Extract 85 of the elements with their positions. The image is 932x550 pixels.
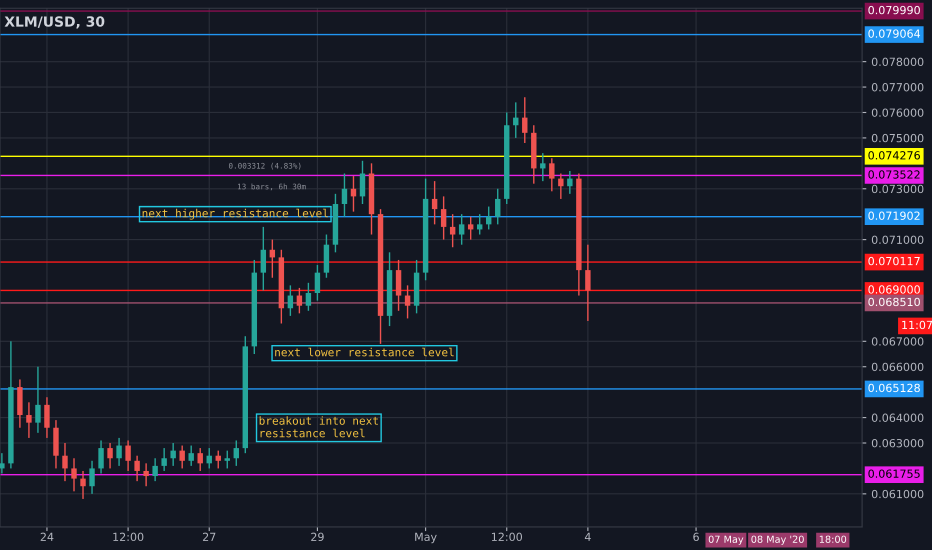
ref-line-label: 0.061755 — [868, 469, 920, 478]
candlestick — [26, 402, 32, 439]
candlestick — [450, 213, 456, 248]
candlestick — [152, 458, 158, 482]
candlestick — [350, 175, 356, 212]
candlestick — [306, 282, 312, 312]
candlestick — [62, 442, 68, 482]
text: 07 May — [708, 536, 744, 545]
y-tick-label: 0.067000 — [872, 337, 924, 346]
text: 08 May '20 — [751, 536, 804, 545]
candlestick — [116, 437, 122, 467]
x-tick-label: 24 — [40, 532, 54, 541]
candlestick — [35, 366, 41, 434]
candlestick — [107, 442, 113, 470]
candlestick — [161, 447, 167, 472]
candlestick — [432, 180, 438, 226]
ref-line-label: 0.074276 — [868, 151, 920, 160]
candlestick — [540, 152, 546, 182]
ref-line-label: 0.069000 — [868, 285, 920, 294]
candlestick — [143, 462, 149, 487]
candlestick — [468, 216, 474, 240]
candlestick — [522, 96, 528, 144]
ref-line-label: 0.079990 — [868, 6, 920, 14]
x-tick-label: 4 — [584, 532, 591, 541]
candlestick — [342, 172, 348, 218]
y-tick-label: 0.075000 — [872, 134, 924, 142]
x-tick-label: May — [415, 532, 437, 544]
candlestick — [179, 444, 185, 470]
y-tick-label: 0.061000 — [872, 490, 924, 498]
text: XLM/USD, 30 — [4, 16, 104, 29]
x-tick-label: 6 — [693, 532, 699, 542]
ref-line-label: 0.079064 — [868, 29, 920, 38]
text: 18:00 — [820, 536, 846, 543]
annotation: next lower resistance level — [275, 348, 454, 356]
candlestick — [71, 458, 77, 492]
candlestick — [44, 396, 50, 439]
x-tick-label: 27 — [202, 532, 216, 541]
candlestick — [80, 470, 86, 500]
candlestick — [495, 188, 500, 226]
candlestick — [404, 284, 410, 320]
candlestick — [440, 196, 446, 240]
candlestick — [486, 206, 492, 230]
candlestick — [360, 160, 366, 205]
candlestick — [234, 440, 239, 467]
y-tick-label: 0.076000 — [872, 108, 924, 117]
candlestick — [216, 450, 221, 470]
x-tick-label: 12:00 — [492, 532, 522, 542]
candlestick — [89, 460, 95, 495]
x-tick-label: 29 — [311, 532, 324, 542]
y-tick-label: 0.066000 — [872, 362, 924, 372]
ref-line-label: 0.073522 — [868, 170, 920, 179]
candlestick — [170, 442, 176, 467]
candlestick — [558, 172, 564, 200]
ref-line-label: 0.065128 — [868, 384, 920, 392]
ref-line-label: 0.071902 — [868, 211, 920, 220]
y-tick-label: 0.078000 — [872, 58, 924, 66]
candlestick — [270, 238, 276, 278]
candlestick — [260, 226, 266, 292]
candlestick — [585, 244, 591, 322]
candlestick — [513, 102, 518, 139]
candlestick — [224, 450, 230, 470]
candlestick — [458, 213, 464, 246]
candlestick — [125, 440, 131, 472]
candlestick — [288, 284, 294, 317]
annotation: breakout into next resistance level — [260, 416, 378, 438]
y-tick-label: 0.063000 — [872, 438, 924, 448]
candlestick — [549, 158, 555, 192]
candlestick — [296, 287, 302, 314]
y-tick-label: 0.073000 — [872, 184, 924, 194]
candlestick — [134, 455, 140, 482]
y-tick-label: 0.064000 — [872, 414, 924, 422]
candlestick — [476, 213, 482, 236]
x-tick-label: 12:00 — [113, 532, 144, 542]
ref-line-label: 0.070117 — [868, 256, 920, 266]
candlestick — [314, 264, 320, 302]
candlestick — [98, 440, 104, 474]
text: 11:07 — [902, 320, 932, 330]
ref-line-label: 0.068510 — [868, 298, 920, 306]
candlestick — [567, 170, 573, 195]
candlestick — [188, 444, 194, 467]
y-tick-label: 0.077000 — [872, 83, 924, 92]
candlestick — [198, 447, 203, 472]
candlestick — [206, 447, 212, 470]
y-tick-label: 0.071000 — [872, 236, 924, 244]
candlestick — [0, 452, 5, 474]
